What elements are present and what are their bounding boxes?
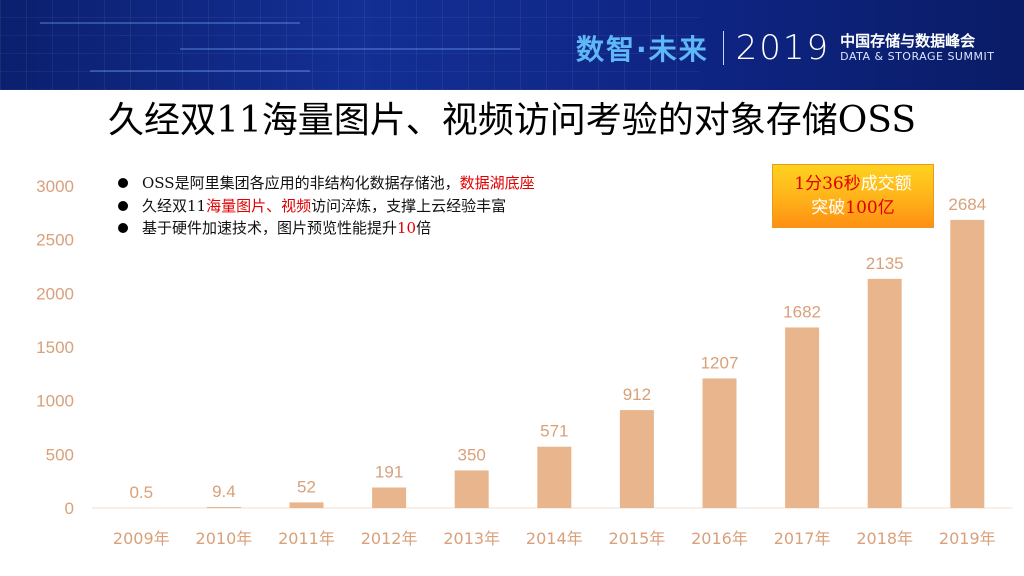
- x-tick-label: 2015年: [609, 529, 666, 548]
- callout-box: 1分36秒成交额 突破100亿: [772, 164, 934, 228]
- data-label: 912: [623, 385, 651, 404]
- x-tick-label: 2010年: [196, 529, 253, 548]
- bar: [206, 506, 241, 508]
- data-label: 571: [540, 422, 568, 441]
- bullet-text: 访问淬炼，支撑上云经验丰富: [311, 196, 507, 215]
- bullet-text: OSS是阿里集团各应用的非结构化数据存储池，: [142, 174, 460, 192]
- y-tick-label: 2000: [36, 284, 74, 303]
- bar: [950, 219, 985, 508]
- summit-name-cn: 中国存储与数据峰会: [840, 32, 976, 50]
- summit-name: 中国存储与数据峰会 DATA & STORAGE SUMMIT: [840, 32, 994, 64]
- x-tick-label: 2012年: [361, 529, 418, 548]
- bar: [619, 410, 654, 508]
- highlight-text: 海量图片、视频: [206, 196, 312, 215]
- bullet-dot-icon: [118, 200, 128, 211]
- bar: [867, 278, 902, 508]
- data-label: 9.4: [212, 482, 236, 501]
- summit-name-en: DATA & STORAGE SUMMIT: [840, 50, 995, 63]
- bar: [372, 487, 407, 508]
- brand-slogan: 数智·未来: [576, 33, 709, 66]
- slide-title: 久经双11海量图片、视频访问考验的对象存储OSS: [107, 100, 916, 141]
- data-label: 350: [458, 445, 486, 464]
- data-label: 191: [375, 462, 403, 481]
- x-tick-label: 2018年: [856, 529, 913, 548]
- banner-streak: [180, 48, 520, 50]
- banner-streak: [40, 22, 300, 24]
- y-tick-label: 3000: [36, 177, 74, 196]
- x-tick-label: 2017年: [774, 529, 831, 548]
- data-label: 52: [297, 477, 316, 496]
- bullet-text: 久经双11: [142, 196, 207, 215]
- bar: [289, 502, 324, 508]
- x-tick-label: 2013年: [443, 529, 500, 548]
- brand-year: 2019: [735, 28, 831, 68]
- bar: [785, 327, 820, 508]
- bullet-text: 基于硬件加速技术，图片预览性能提升: [142, 219, 398, 237]
- bullet-item: OSS是阿里集团各应用的非结构化数据存储池， 数据湖底座: [118, 172, 535, 195]
- bar-chart: 0 500 1000 1500 2000 2500 3000 0.5 2009年 9.4 2010年…: [36, 177, 1013, 548]
- header-banner: 数智·未来 2019 中国存储与数据峰会 DATA & STORAGE SUMM…: [0, 0, 1024, 90]
- y-tick-label: 2500: [36, 231, 74, 250]
- x-tick-label: 2016年: [691, 529, 748, 548]
- x-tick-label: 2019年: [939, 529, 996, 548]
- bullet-item: 久经双11 海量图片、视频 访问淬炼，支撑上云经验丰富: [118, 195, 535, 218]
- highlight-text: 1分36秒: [794, 174, 861, 194]
- bar: [454, 470, 489, 508]
- bar: [537, 446, 572, 508]
- data-label: 1682: [783, 302, 821, 321]
- x-tick-label: 2011年: [278, 529, 335, 548]
- data-label: 2135: [866, 254, 904, 273]
- brand-divider: [722, 31, 724, 65]
- bullet-text: 倍: [416, 219, 432, 237]
- data-label: 1207: [701, 353, 739, 372]
- bullet-dot-icon: [118, 223, 128, 234]
- callout-line-2: 突破100亿: [811, 196, 894, 220]
- bullet-list: OSS是阿里集团各应用的非结构化数据存储池， 数据湖底座 久经双11 海量图片、视频访…: [118, 172, 535, 240]
- callout-line-1: 1分36秒成交额: [794, 172, 911, 196]
- y-tick-label: 1500: [36, 338, 74, 357]
- y-tick-label: 500: [46, 445, 74, 464]
- data-label: 0.5: [129, 483, 153, 502]
- highlight-text: 100亿: [845, 198, 895, 218]
- y-tick-label: 0: [65, 499, 74, 518]
- bullet-dot-icon: [118, 178, 128, 189]
- x-tick-label: 2014年: [526, 529, 583, 548]
- data-label: 2684: [948, 195, 986, 214]
- summit-brand: 数智·未来 2019 中国存储与数据峰会 DATA & STORAGE SUMM…: [576, 28, 994, 68]
- banner-grid-pattern: [0, 0, 700, 90]
- x-tick-label: 2009年: [113, 529, 170, 548]
- y-tick-label: 1000: [36, 392, 74, 411]
- highlight-text: 10: [397, 219, 417, 237]
- banner-streak: [90, 70, 310, 72]
- bullet-text: 突破: [811, 198, 846, 218]
- bullet-item: 基于硬件加速技术，图片预览性能提升 10 倍: [118, 217, 535, 240]
- bar: [702, 378, 737, 508]
- bullet-text: 成交额: [860, 174, 912, 194]
- highlight-text: 数据湖底座: [459, 174, 535, 192]
